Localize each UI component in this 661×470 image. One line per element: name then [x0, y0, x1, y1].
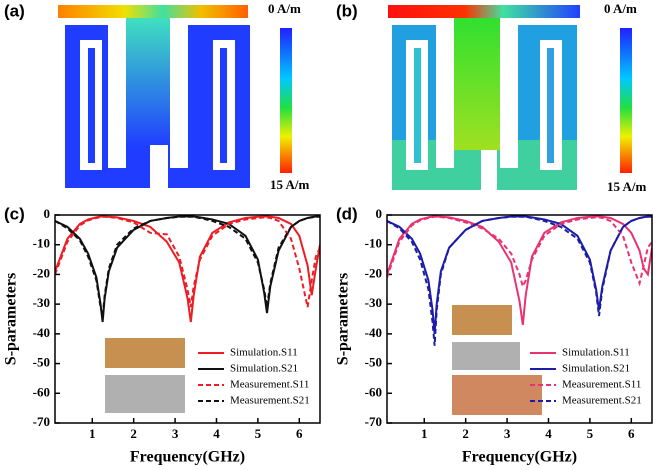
series-line	[387, 215, 652, 326]
feed-line	[388, 5, 580, 18]
photo-zoom	[452, 375, 542, 415]
legend-label: Simulation.S11	[230, 347, 298, 359]
series-line	[387, 215, 652, 290]
y-axis-label: S-parameters	[3, 273, 20, 365]
y-tick-label: -10	[33, 236, 50, 251]
legend-label: Simulation.S11	[562, 347, 630, 359]
slot	[170, 18, 188, 168]
x-tick-label: 5	[255, 426, 262, 441]
x-tick-label: 4	[213, 426, 220, 441]
series-line	[55, 215, 320, 323]
slot	[108, 18, 126, 168]
photo-ruler	[105, 375, 185, 413]
slot	[436, 18, 454, 168]
y-tick-label: -10	[365, 236, 382, 251]
x-tick-label: 2	[462, 426, 469, 441]
strip	[547, 48, 554, 163]
y-tick-label: -20	[33, 265, 50, 280]
y-tick-label: -30	[365, 295, 382, 310]
slot	[481, 150, 497, 190]
y-tick-label: -60	[365, 384, 382, 399]
y-tick-label: 0	[376, 206, 383, 221]
x-tick-label: 5	[587, 426, 594, 441]
x-tick-label: 6	[296, 426, 303, 441]
strip	[88, 48, 95, 163]
plot-frame	[54, 214, 321, 424]
x-tick-label: 6	[628, 426, 635, 441]
slot	[500, 18, 518, 168]
panel-label: (a)	[4, 1, 25, 20]
panel-label: (b)	[336, 1, 358, 20]
stem	[454, 18, 500, 150]
inset-photo-d	[452, 305, 542, 415]
panel-b: (b) 0 A/m 15 A/m	[336, 1, 647, 194]
series-line	[55, 215, 320, 317]
color-bar-label: 15 A/m	[607, 179, 647, 194]
x-tick-label: 1	[421, 426, 428, 441]
x-tick-label: 3	[504, 426, 511, 441]
panel-label: (d)	[336, 204, 358, 223]
stem	[126, 18, 170, 145]
y-tick-label: -40	[365, 325, 382, 340]
legend-label: Simulation.S21	[230, 363, 298, 375]
color-bar-label: 0 A/m	[604, 1, 637, 16]
x-tick-label: 2	[130, 426, 137, 441]
legend-label: Simulation.S21	[562, 363, 630, 375]
strip	[414, 48, 421, 163]
photo-ruler	[452, 342, 520, 370]
legend-label: Measurement.S11	[562, 379, 641, 391]
series-line	[55, 215, 320, 308]
panel-a: (a) 0 A/m 15 A/m	[4, 1, 310, 192]
color-bar	[620, 28, 632, 173]
color-bar-label: 15 A/m	[270, 177, 310, 192]
y-axis-label: S-parameters	[335, 273, 352, 365]
plot-frame	[386, 214, 653, 424]
y-tick-label: -60	[33, 384, 50, 399]
y-tick-label: -50	[33, 355, 50, 370]
x-tick-label: 1	[89, 426, 96, 441]
strip	[220, 48, 227, 163]
photo-board	[452, 305, 512, 335]
series-line	[55, 215, 320, 323]
y-tick-label: -70	[365, 414, 382, 429]
panel-label: (c)	[4, 204, 25, 223]
y-tick-label: 0	[44, 206, 51, 221]
x-axis-label: Frequency(GHz)	[462, 449, 577, 466]
y-tick-label: -20	[365, 265, 382, 280]
photo-board	[105, 338, 185, 368]
legend-label: Measurement.S21	[230, 395, 310, 407]
legend-label: Measurement.S21	[562, 395, 642, 407]
x-axis-label: Frequency(GHz)	[130, 449, 245, 466]
y-tick-label: -30	[33, 295, 50, 310]
y-tick-label: -70	[33, 414, 50, 429]
x-tick-label: 3	[172, 426, 179, 441]
slot	[150, 145, 168, 188]
x-tick-label: 4	[545, 426, 552, 441]
legend-label: Measurement.S11	[230, 379, 309, 391]
y-tick-label: -40	[33, 325, 50, 340]
inset-photo-c	[105, 338, 185, 413]
series-line	[387, 215, 652, 346]
color-bar-label: 0 A/m	[268, 1, 301, 16]
y-tick-label: -50	[365, 355, 382, 370]
feed-line	[58, 5, 248, 18]
color-bar	[280, 28, 292, 173]
